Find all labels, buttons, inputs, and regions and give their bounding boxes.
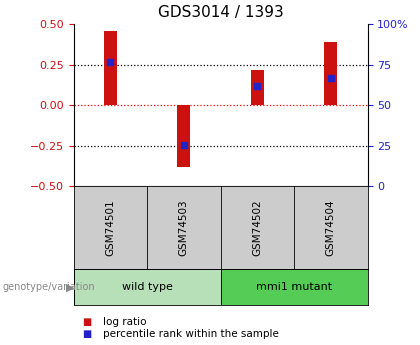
Bar	[324, 42, 337, 105]
Text: wild type: wild type	[121, 282, 173, 292]
Text: ■: ■	[82, 329, 91, 338]
Text: GSM74501: GSM74501	[105, 199, 115, 256]
Bar	[220, 269, 368, 305]
Title: GDS3014 / 1393: GDS3014 / 1393	[158, 5, 284, 20]
Bar	[74, 269, 220, 305]
Text: mmi1 mutant: mmi1 mutant	[256, 282, 332, 292]
Bar	[177, 105, 190, 167]
Text: ■: ■	[82, 317, 91, 326]
Bar	[251, 70, 264, 105]
Text: percentile rank within the sample: percentile rank within the sample	[103, 329, 279, 338]
Text: GSM74503: GSM74503	[179, 199, 189, 256]
Bar	[104, 31, 117, 105]
Text: GSM74502: GSM74502	[252, 199, 262, 256]
Text: GSM74504: GSM74504	[326, 199, 336, 256]
Text: log ratio: log ratio	[103, 317, 147, 326]
Text: genotype/variation: genotype/variation	[2, 282, 95, 292]
Text: ▶: ▶	[66, 282, 75, 292]
